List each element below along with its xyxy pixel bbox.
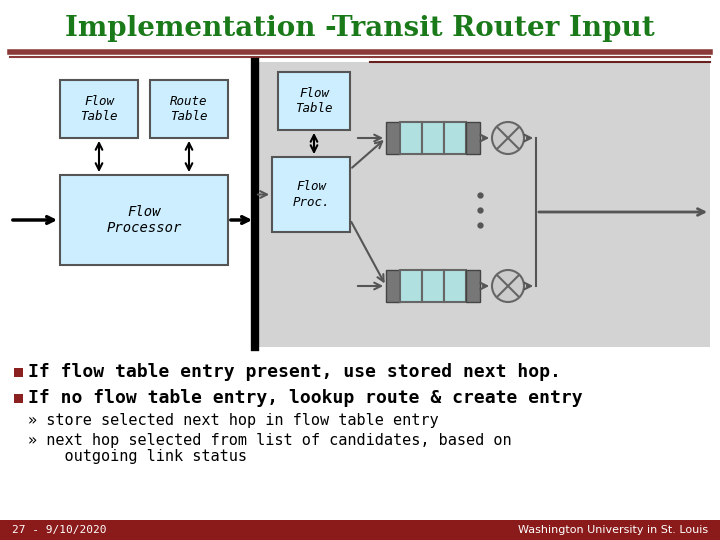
Text: » next hop selected from list of candidates, based on: » next hop selected from list of candida…: [28, 433, 512, 448]
Bar: [466, 122, 480, 154]
Bar: [386, 122, 400, 154]
Bar: [272, 157, 350, 232]
Bar: [422, 122, 444, 154]
Bar: [60, 80, 138, 138]
Circle shape: [492, 122, 524, 154]
Text: 27 - 9/10/2020: 27 - 9/10/2020: [12, 525, 107, 535]
Bar: [278, 72, 350, 130]
Text: Flow
Table: Flow Table: [295, 87, 333, 115]
Bar: [444, 270, 466, 302]
Text: Washington University in St. Louis: Washington University in St. Louis: [518, 525, 708, 535]
Bar: [466, 270, 480, 302]
Bar: [60, 175, 228, 265]
Text: If flow table entry present, use stored next hop.: If flow table entry present, use stored …: [28, 363, 561, 381]
Text: outgoing link status: outgoing link status: [28, 449, 247, 464]
Text: » store selected next hop in flow table entry: » store selected next hop in flow table …: [28, 413, 438, 428]
Bar: [400, 270, 422, 302]
Bar: [444, 122, 466, 154]
Text: Flow
Processor: Flow Processor: [107, 205, 181, 235]
Bar: [150, 80, 228, 138]
Bar: [0, 520, 720, 540]
Text: Flow
Proc.: Flow Proc.: [292, 180, 330, 208]
Bar: [14, 394, 23, 403]
Bar: [422, 270, 444, 302]
Bar: [386, 270, 400, 302]
Text: Implementation -Transit Router Input: Implementation -Transit Router Input: [65, 15, 655, 42]
Bar: [400, 122, 422, 154]
Bar: [255, 62, 710, 347]
Text: Route
Table: Route Table: [170, 95, 208, 123]
Text: Flow
Table: Flow Table: [80, 95, 118, 123]
Circle shape: [492, 270, 524, 302]
Bar: [14, 368, 23, 377]
Text: If no flow table entry, lookup route & create entry: If no flow table entry, lookup route & c…: [28, 389, 582, 407]
